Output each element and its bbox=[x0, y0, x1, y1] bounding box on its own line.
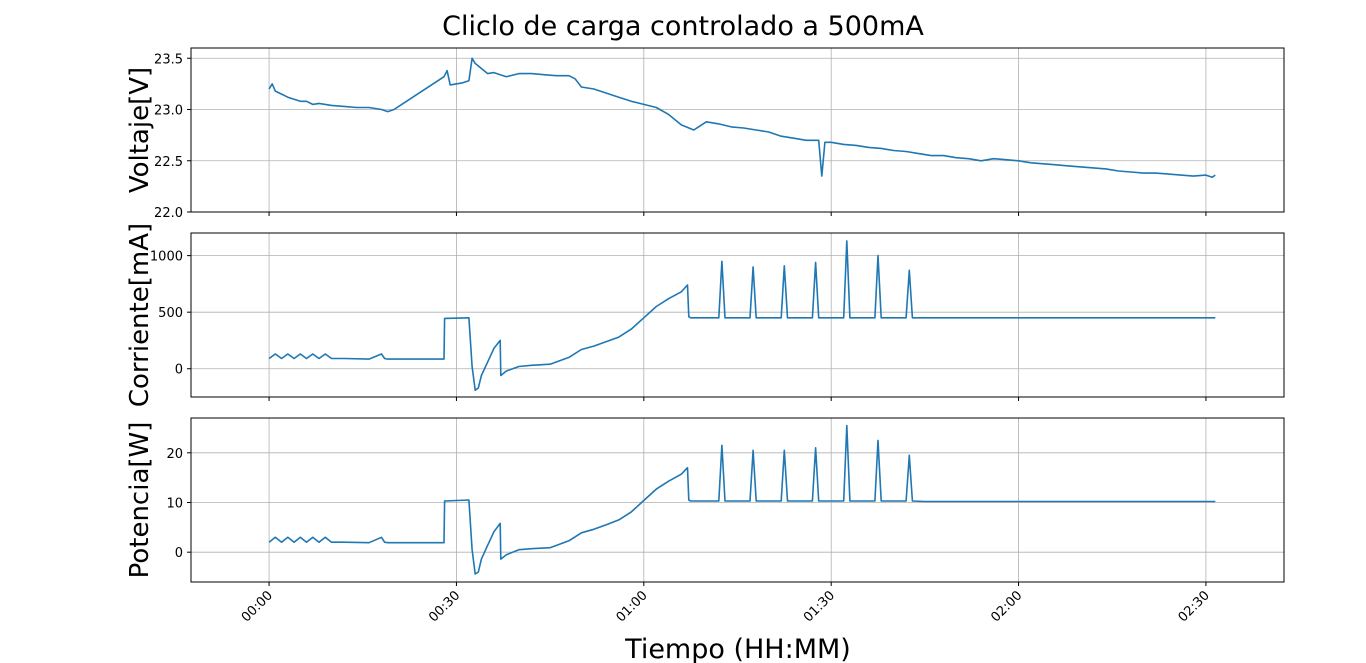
power-y-tick-label: 20 bbox=[166, 447, 183, 462]
x-tick-label: 00:30 bbox=[426, 588, 463, 625]
voltage-y-tick-label: 23.0 bbox=[154, 104, 183, 119]
x-tick-label: 02:00 bbox=[988, 588, 1025, 625]
x-tick-label: 01:00 bbox=[614, 588, 651, 625]
power-y-tick-label: 0 bbox=[175, 546, 183, 561]
current-axes-frame bbox=[190, 232, 1285, 398]
x-tick-label: 02:30 bbox=[1176, 588, 1213, 625]
power-y-axis-label: Potencia[W] bbox=[125, 422, 155, 579]
current-y-tick-label: 500 bbox=[158, 306, 183, 321]
voltage-series-line bbox=[268, 57, 1216, 178]
voltage-y-axis-label: Voltaje[V] bbox=[125, 67, 155, 193]
x-tick-label: 01:30 bbox=[801, 588, 838, 625]
power-y-tick-label: 10 bbox=[166, 496, 183, 511]
x-tick-label: 00:00 bbox=[239, 588, 276, 625]
current-y-axis-label: Corriente[mA] bbox=[125, 223, 155, 407]
current-series-line bbox=[268, 240, 1216, 391]
voltage-y-tick-label: 23.5 bbox=[154, 52, 183, 67]
chart-title: Cliclo de carga controlado a 500mA bbox=[442, 11, 924, 42]
current-y-tick-label: 0 bbox=[175, 363, 183, 378]
current-y-tick-label: 1000 bbox=[150, 250, 183, 265]
power-series-line bbox=[268, 424, 1216, 575]
power-panel: 0 10 20 Potencia[W] bbox=[125, 417, 1285, 586]
x-axis-label: Tiempo (HH:MM) bbox=[624, 634, 851, 663]
x-tick-labels: 00:00 00:30 01:00 01:30 02:00 02:30 bbox=[239, 588, 1213, 625]
voltage-y-tick-label: 22.5 bbox=[154, 155, 183, 170]
voltage-y-tick-label: 22.0 bbox=[154, 206, 183, 221]
power-axes-frame bbox=[190, 417, 1285, 583]
voltage-axes-frame bbox=[190, 47, 1285, 213]
